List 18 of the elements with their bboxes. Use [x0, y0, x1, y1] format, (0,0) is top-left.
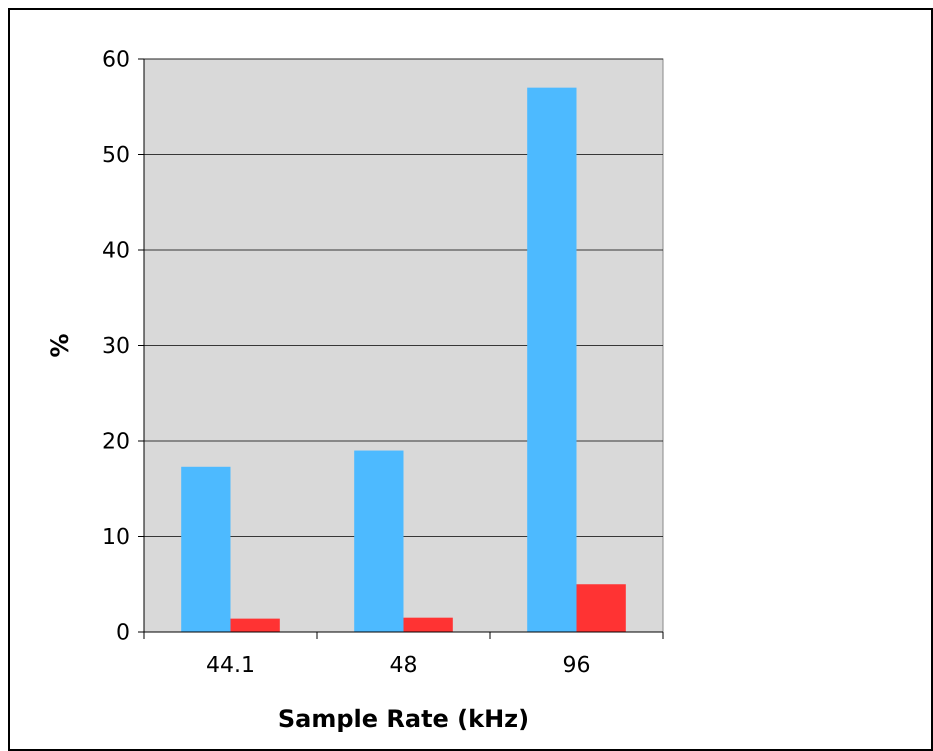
- y-tick-label: 60: [102, 48, 130, 73]
- y-tick-label: 20: [102, 430, 130, 455]
- bar: [230, 618, 280, 632]
- y-tick-label: 40: [102, 238, 130, 264]
- x-tick-label: 48: [390, 653, 418, 678]
- bar: [527, 88, 576, 632]
- y-tick-label: 10: [102, 525, 130, 550]
- bar: [576, 584, 626, 632]
- bar: [181, 466, 230, 632]
- x-tick-label: 44.1: [206, 653, 255, 678]
- bar: [354, 450, 404, 632]
- y-tick-label: 30: [102, 334, 130, 360]
- bar: [404, 618, 453, 632]
- y-tick-label: 0: [116, 620, 130, 646]
- x-tick-label: 96: [562, 653, 590, 678]
- y-axis-title: %: [46, 333, 74, 358]
- y-tick-label: 50: [102, 143, 130, 168]
- x-axis-title: Sample Rate (kHz): [278, 705, 530, 733]
